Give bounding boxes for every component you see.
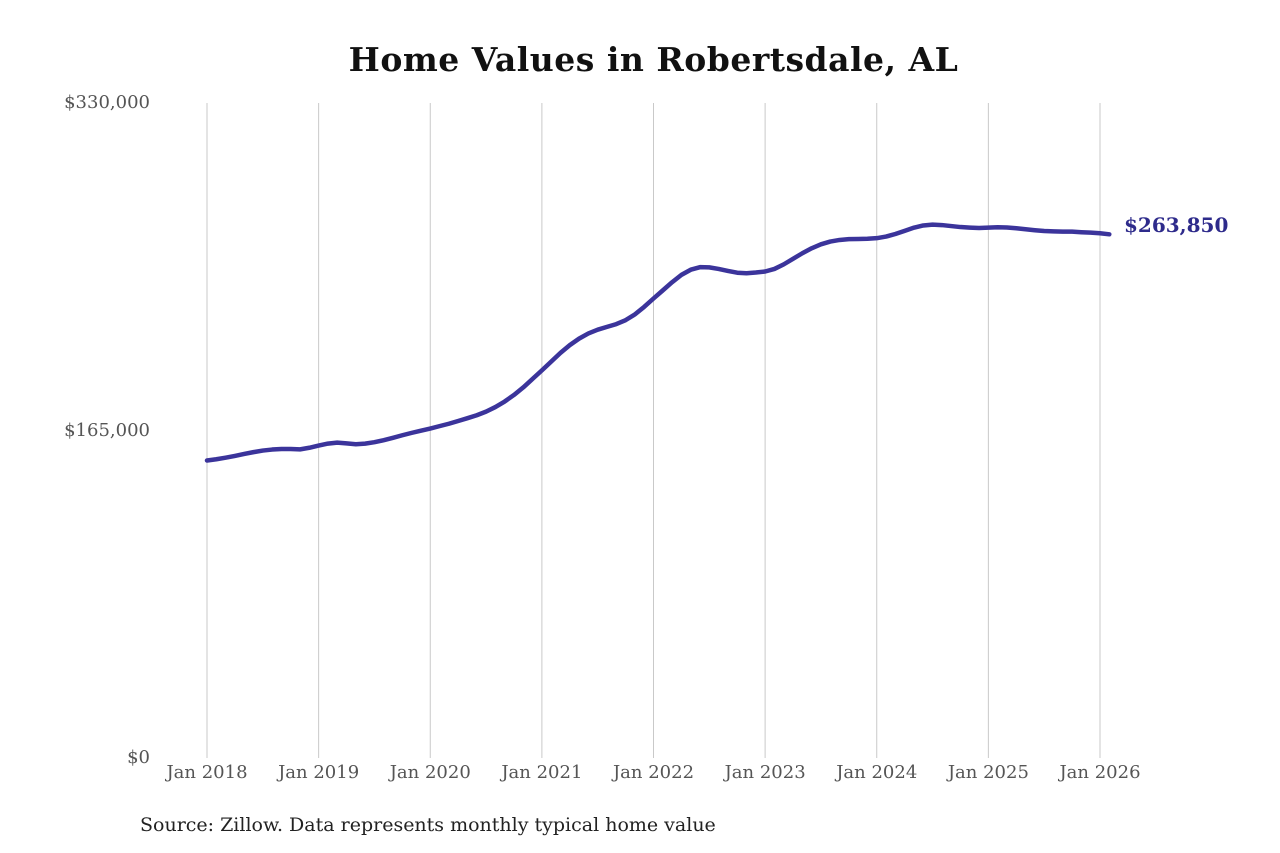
chart-title: Home Values in Robertsdale, AL — [348, 40, 959, 79]
y-tick-label: $330,000 — [64, 92, 150, 113]
gridlines — [206, 103, 1101, 758]
y-tick-label: $165,000 — [64, 419, 150, 441]
x-tick-label: Jan 2026 — [1059, 762, 1141, 783]
y-tick-label: $0 — [127, 747, 150, 768]
x-tick-label: Jan 2022 — [612, 762, 695, 783]
x-tick-label: Jan 2021 — [501, 762, 583, 783]
value-line — [204, 222, 1112, 463]
x-tick-label: Jan 2024 — [836, 762, 918, 783]
latest-value-label: $263,850 — [1124, 213, 1229, 237]
x-tick-label: Jan 2023 — [724, 762, 806, 783]
x-tick-label: Jan 2019 — [278, 762, 360, 783]
source-note: Source: Zillow. Data represents monthly … — [140, 814, 716, 836]
x-tick-label: Jan 2020 — [389, 762, 471, 783]
x-tick-label: Jan 2025 — [947, 762, 1029, 783]
x-tick-label: Jan 2018 — [166, 762, 248, 783]
